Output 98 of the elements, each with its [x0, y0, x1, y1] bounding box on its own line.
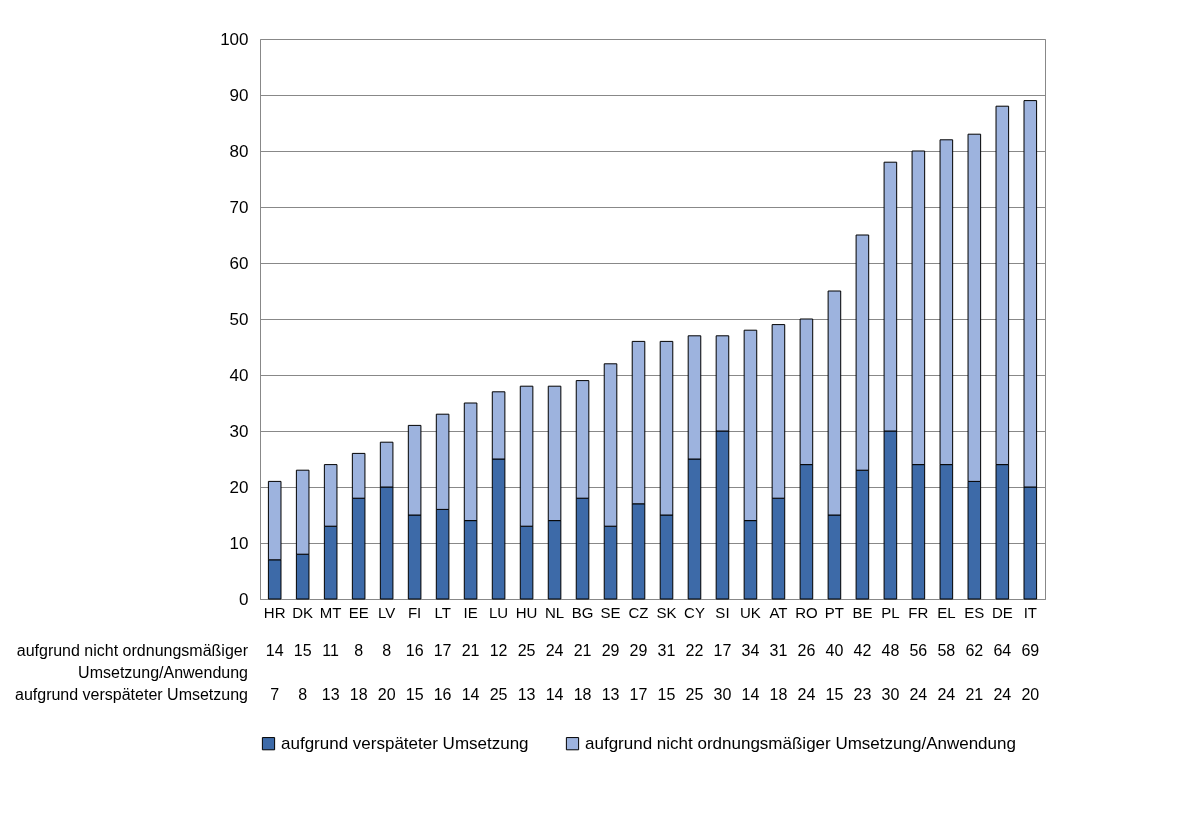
data-label: 29	[601, 642, 620, 659]
data-label: 48	[881, 642, 900, 659]
y-tick-label: 90	[229, 85, 249, 105]
x-tick-label: LT	[434, 603, 451, 621]
data-label: 64	[993, 642, 1012, 659]
data-label: 24	[993, 686, 1012, 703]
data-label: 24	[937, 686, 956, 703]
y-tick-label: 80	[229, 141, 249, 161]
x-tick-label: LV	[378, 603, 396, 621]
y-tick-label: 40	[229, 365, 249, 385]
data-label: 21	[461, 642, 480, 659]
data-label: 21	[965, 686, 984, 703]
data-label: 15	[405, 686, 424, 703]
data-label: 15	[825, 686, 844, 703]
y-tick-label: 20	[229, 477, 249, 497]
data-label: 8	[354, 642, 364, 659]
data-label: 31	[769, 642, 788, 659]
data-label: 69	[1021, 642, 1040, 659]
data-label: 20	[1021, 686, 1040, 703]
data-label: 18	[573, 686, 592, 703]
legend-label: aufgrund verspäteter Umsetzung	[281, 733, 529, 753]
x-tick-label: ES	[964, 603, 985, 621]
data-label: 8	[298, 686, 308, 703]
data-label: 14	[265, 642, 284, 659]
y-tick-label: 0	[239, 589, 249, 609]
data-label: 34	[741, 642, 760, 659]
y-tick-label: 30	[229, 421, 249, 441]
data-label: 58	[937, 642, 956, 659]
data-label: 16	[405, 642, 424, 659]
data-label: 30	[713, 686, 732, 703]
data-label: 17	[629, 686, 648, 703]
text: aufgrund verspäteter Umsetzung	[14, 686, 248, 703]
x-tick-label: CZ	[628, 603, 649, 621]
data-label: 14	[545, 686, 564, 703]
x-tick-label: LU	[488, 603, 509, 621]
y-tick-label: 70	[229, 197, 249, 217]
data-label: 11	[322, 642, 340, 659]
y-tick-label: 60	[229, 253, 249, 273]
x-tick-label: DK	[292, 603, 314, 621]
data-label: 24	[909, 686, 928, 703]
x-tick-label: SK	[656, 603, 677, 621]
data-label: 21	[573, 642, 592, 659]
y-tick-label: 100	[220, 29, 249, 49]
x-tick-label: IT	[1023, 603, 1037, 621]
x-tick-label: RO	[795, 603, 818, 621]
legend-label: aufgrund nicht ordnungsmäßiger Umsetzung/Anwendung	[585, 733, 1016, 753]
data-label: 15	[293, 642, 312, 659]
data-label: 14	[461, 686, 480, 703]
x-tick-label: HR	[263, 603, 286, 621]
data-label: 25	[489, 686, 508, 703]
data-label: 25	[517, 642, 536, 659]
data-label: 56	[909, 642, 928, 659]
x-tick-label: PL	[881, 603, 900, 621]
data-label: 13	[517, 686, 536, 703]
data-label: 40	[825, 642, 844, 659]
data-label: 16	[433, 686, 452, 703]
x-tick-label: AT	[769, 603, 788, 621]
data-label: 7	[270, 686, 280, 703]
data-label: 42	[853, 642, 872, 659]
data-label: 13	[601, 686, 620, 703]
data-label: 17	[433, 642, 452, 659]
x-tick-label: NL	[544, 603, 565, 621]
x-tick-label: SI	[715, 603, 730, 621]
data-label: 62	[965, 642, 984, 659]
x-tick-label: IE	[463, 603, 478, 621]
data-label: 20	[377, 686, 396, 703]
data-label: 23	[853, 686, 872, 703]
x-tick-label: EL	[937, 603, 956, 621]
data-label: 31	[657, 642, 676, 659]
x-tick-label: UK	[740, 603, 761, 621]
x-tick-label: BE	[852, 603, 873, 621]
x-tick-label: DE	[991, 603, 1013, 621]
data-label: 18	[769, 686, 788, 703]
data-label: 22	[685, 642, 704, 659]
data-label: 30	[881, 686, 900, 703]
x-tick-label: MT	[319, 603, 342, 621]
x-tick-label: BG	[571, 603, 594, 621]
x-tick-label: EE	[348, 603, 369, 621]
data-label: 17	[713, 642, 732, 659]
x-tick-label: CY	[684, 603, 705, 621]
data-label: 18	[349, 686, 368, 703]
data-label: 14	[741, 686, 760, 703]
y-tick-label: 10	[229, 533, 249, 553]
data-label: 24	[797, 686, 816, 703]
x-tick-label: FR	[908, 603, 929, 621]
data-label: 15	[657, 686, 676, 703]
data-label: 8	[382, 642, 392, 659]
data-label: 25	[685, 686, 704, 703]
data-label: 12	[489, 642, 508, 659]
data-label: 29	[629, 642, 648, 659]
x-tick-label: FI	[407, 603, 422, 621]
data-label: 24	[545, 642, 564, 659]
x-tick-label: SE	[600, 603, 621, 621]
data-label: 13	[321, 686, 340, 703]
x-tick-label: PT	[824, 603, 844, 621]
y-tick-label: 50	[229, 309, 249, 329]
x-tick-label: HU	[515, 603, 538, 621]
data-label: 26	[797, 642, 816, 659]
